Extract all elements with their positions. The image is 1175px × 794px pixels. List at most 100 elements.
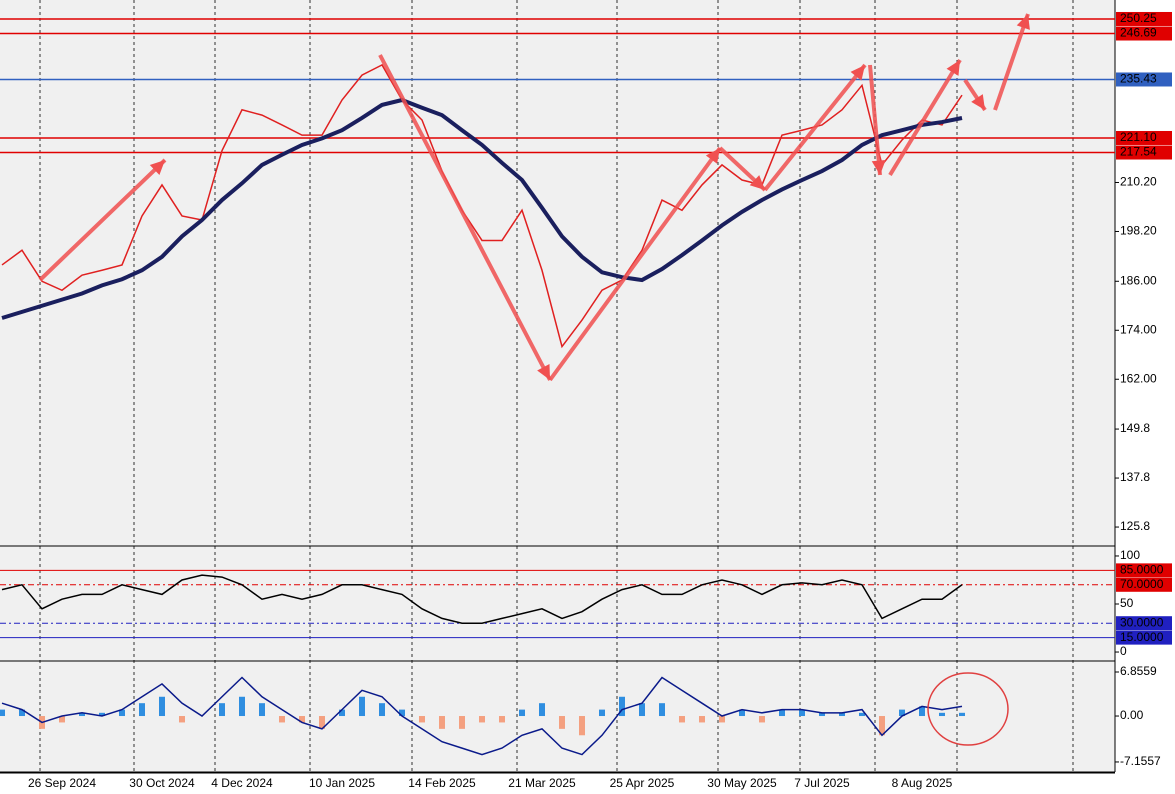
y-tick-label: 0.00 [1120, 708, 1144, 722]
x-tick-label: 7 Jul 2025 [794, 776, 850, 790]
histogram-bar [479, 716, 485, 723]
series-line [1, 676, 963, 756]
x-tick-label: 21 Mar 2025 [508, 776, 576, 790]
annotation-arrow [888, 58, 962, 177]
arrow-head [946, 60, 960, 76]
histogram-bar [139, 703, 145, 717]
histogram-bar [839, 712, 845, 717]
y-tick-label: 50 [1120, 596, 1134, 610]
histogram-bar [259, 703, 265, 717]
annotation-arrow [993, 13, 1030, 111]
arrow-head [749, 175, 765, 190]
histogram-bar [939, 712, 945, 717]
level-label: 15.0000 [1120, 630, 1164, 644]
histogram-bar [799, 709, 805, 717]
plot-bg [0, 0, 1115, 772]
histogram-bar [459, 716, 465, 729]
level-badge [1116, 563, 1172, 578]
y-tick-label: 137.8 [1120, 470, 1150, 484]
histogram-bar [699, 716, 705, 723]
histogram-bar [179, 716, 185, 723]
level-label: 246.69 [1120, 26, 1157, 40]
level-label: 217.54 [1120, 145, 1157, 159]
histogram-bar [579, 716, 585, 736]
histogram-bar [679, 716, 685, 723]
arrow-head [537, 364, 550, 380]
series-line [1, 574, 963, 624]
histogram-bar [159, 696, 165, 717]
y-tick-label: 210.20 [1120, 175, 1157, 189]
histogram-bar [599, 709, 605, 717]
level-label: 85.0000 [1120, 563, 1164, 577]
level-badge [1116, 72, 1172, 87]
histogram-bar [419, 716, 425, 723]
histogram-bar [279, 716, 285, 723]
annotation-circle [927, 672, 1009, 746]
arrow-head [850, 65, 865, 81]
level-badge [1116, 11, 1172, 26]
x-tick-label: 25 Apr 2025 [610, 776, 675, 790]
annotation-arrow [378, 54, 552, 381]
histogram-bar [659, 703, 665, 717]
histogram-bar [899, 709, 905, 717]
histogram-bar [499, 716, 505, 723]
y-tick-label: 125.8 [1120, 519, 1150, 533]
arrow-head [149, 160, 165, 175]
level-badge [1116, 616, 1172, 631]
y-tick-label: 149.8 [1120, 421, 1150, 435]
level-label: 30.0000 [1120, 615, 1164, 629]
histogram-bar [759, 716, 765, 723]
level-label: 221.10 [1120, 130, 1157, 144]
arrow-head [871, 160, 886, 175]
histogram-bar [219, 703, 225, 717]
x-tick-label: 26 Sep 2024 [28, 776, 96, 790]
histogram-bar [519, 709, 525, 717]
arrow-head [971, 94, 985, 110]
histogram-bar [879, 716, 885, 736]
histogram-bar [439, 716, 445, 729]
histogram-bar [319, 716, 325, 729]
histogram-bar [959, 712, 965, 717]
histogram-bar [539, 703, 545, 717]
histogram-bar [859, 712, 865, 717]
arrow-head [705, 148, 720, 164]
histogram-bar [619, 696, 625, 717]
histogram-bar [739, 709, 745, 717]
y-tick-label: 0 [1120, 644, 1127, 658]
histogram-bar [719, 716, 725, 723]
histogram-bar [79, 712, 85, 717]
level-badge [1116, 130, 1172, 145]
level-badge [1116, 577, 1172, 592]
y-tick-label: -7.1557 [1120, 754, 1161, 768]
histogram-bar [59, 716, 65, 723]
x-tick-label: 4 Dec 2024 [211, 776, 273, 790]
histogram-bar [919, 706, 925, 717]
histogram-bar [339, 709, 345, 717]
level-label: 250.25 [1120, 11, 1157, 25]
annotation-arrow [38, 158, 167, 282]
level-label: 70.0000 [1120, 577, 1164, 591]
histogram-bar [379, 703, 385, 717]
histogram-bar [19, 709, 25, 717]
y-tick-label: 6.8559 [1120, 664, 1157, 678]
histogram-bar [819, 712, 825, 717]
y-tick-label: 198.20 [1120, 224, 1157, 238]
series-line [1, 63, 963, 349]
x-tick-label: 10 Jan 2025 [309, 776, 375, 790]
x-tick-label: 30 Oct 2024 [129, 776, 195, 790]
x-tick-label: 14 Feb 2025 [408, 776, 476, 790]
level-badge [1116, 26, 1172, 41]
histogram-bar [239, 696, 245, 717]
histogram-bar [399, 709, 405, 717]
level-badge [1116, 630, 1172, 645]
histogram-bar [99, 712, 105, 717]
histogram-bar [559, 716, 565, 729]
level-badge [1116, 145, 1172, 160]
y-tick-label: 174.00 [1120, 322, 1157, 336]
annotation-arrow [868, 64, 882, 176]
x-tick-label: 30 May 2025 [707, 776, 777, 790]
y-tick-label: 186.00 [1120, 273, 1157, 287]
annotation-arrow [763, 63, 867, 192]
